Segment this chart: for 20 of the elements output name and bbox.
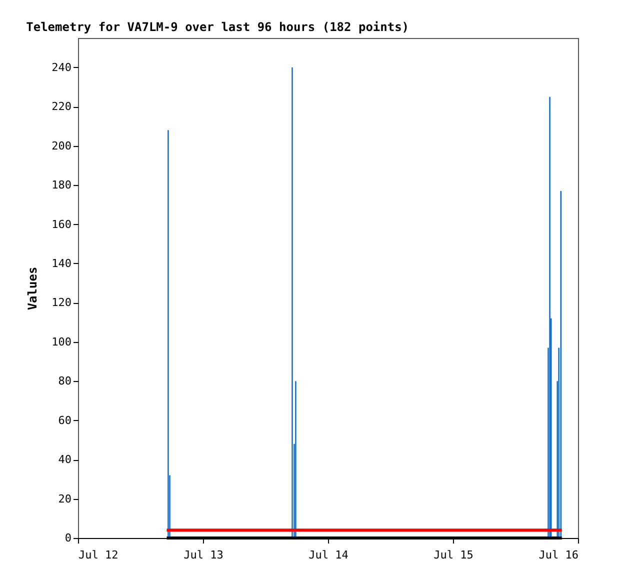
y-tick-label: 220 (52, 100, 72, 114)
x-tick-label: Jul 13 (184, 548, 224, 562)
y-tick-label: 60 (58, 414, 72, 427)
y-tick-label: 0 (64, 532, 72, 544)
y-tick-label: 200 (52, 139, 72, 152)
y-tick-label: 120 (52, 296, 72, 310)
y-tick-label: 40 (58, 453, 72, 466)
y-tick-label: 20 (58, 492, 72, 506)
x-tick-label: Jul 12 (78, 548, 118, 562)
y-tick-label: 180 (52, 178, 72, 192)
chart-title: Telemetry for VA7LM-9 over last 96 hours (182 points) (26, 20, 410, 34)
y-tick-label: 240 (52, 60, 72, 74)
y-tick-label: 100 (52, 335, 72, 348)
y-tick-label: 140 (52, 256, 72, 270)
y-tick-label: 160 (52, 218, 72, 231)
y-axis-title: Values (26, 266, 40, 310)
x-tick-label: Jul 14 (308, 548, 349, 562)
x-tick-label: Jul 15 (434, 548, 474, 562)
y-tick-label: 80 (58, 374, 72, 388)
x-tick-label: Jul 16 (538, 548, 578, 562)
